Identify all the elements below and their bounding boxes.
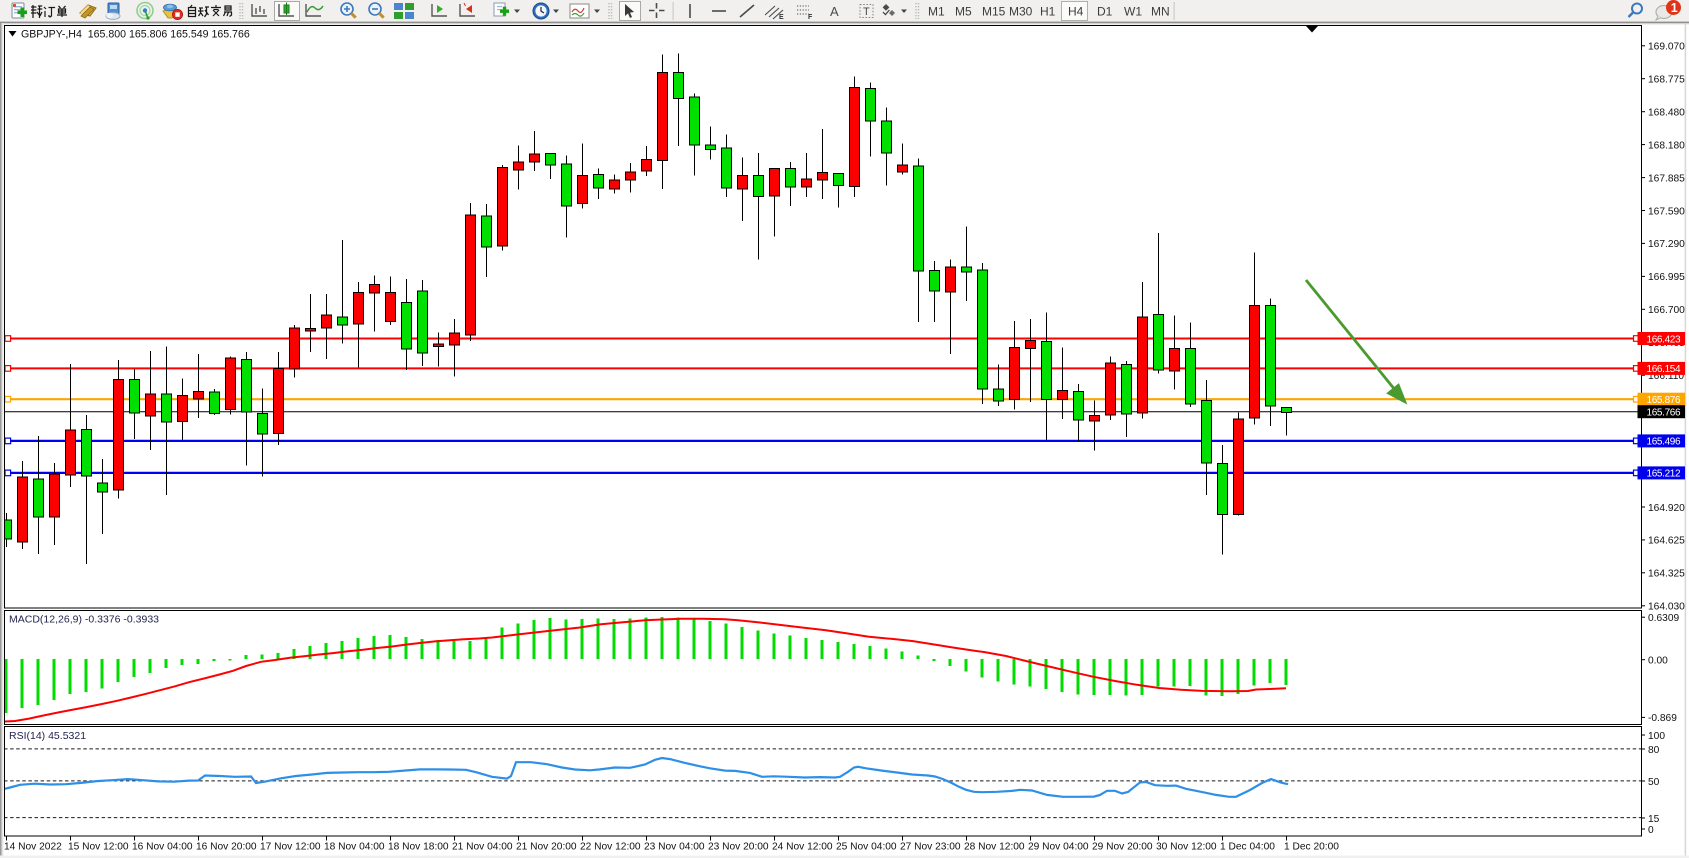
svg-text:H4: H4 bbox=[1068, 5, 1084, 19]
svg-text:168.180: 168.180 bbox=[1648, 140, 1685, 151]
svg-text:164.325: 164.325 bbox=[1648, 569, 1685, 580]
svg-text:165.876: 165.876 bbox=[1647, 395, 1681, 406]
svg-text:W1: W1 bbox=[1124, 5, 1142, 19]
svg-text:18 Nov 04:00: 18 Nov 04:00 bbox=[324, 842, 385, 853]
svg-text:M1: M1 bbox=[928, 5, 945, 19]
svg-text:15 Nov 12:00: 15 Nov 12:00 bbox=[68, 842, 129, 853]
svg-text:164.625: 164.625 bbox=[1648, 536, 1685, 547]
svg-text:1 Dec 20:00: 1 Dec 20:00 bbox=[1284, 842, 1339, 853]
svg-text:E: E bbox=[779, 14, 784, 21]
svg-text:0.6309: 0.6309 bbox=[1648, 613, 1679, 624]
svg-text:29 Nov 04:00: 29 Nov 04:00 bbox=[1028, 842, 1089, 853]
svg-text:1: 1 bbox=[1671, 1, 1678, 15]
svg-text:165.212: 165.212 bbox=[1647, 469, 1681, 480]
svg-text:T: T bbox=[863, 6, 870, 18]
svg-text:1 Dec 04:00: 1 Dec 04:00 bbox=[1220, 842, 1275, 853]
svg-text:F: F bbox=[808, 14, 813, 21]
svg-text:28 Nov 12:00: 28 Nov 12:00 bbox=[964, 842, 1025, 853]
svg-text:21 Nov 20:00: 21 Nov 20:00 bbox=[516, 842, 577, 853]
svg-text:27 Nov 23:00: 27 Nov 23:00 bbox=[900, 842, 961, 853]
svg-text:24 Nov 12:00: 24 Nov 12:00 bbox=[772, 842, 833, 853]
svg-text:168.775: 168.775 bbox=[1648, 75, 1685, 86]
svg-text:164.030: 164.030 bbox=[1648, 602, 1685, 613]
svg-text:D1: D1 bbox=[1097, 5, 1113, 19]
svg-text:166.110: 166.110 bbox=[1648, 371, 1684, 382]
svg-text:15: 15 bbox=[1648, 814, 1660, 825]
svg-text:M30: M30 bbox=[1009, 5, 1033, 19]
svg-text:16 Nov 20:00: 16 Nov 20:00 bbox=[196, 842, 257, 853]
svg-text:18 Nov 18:00: 18 Nov 18:00 bbox=[388, 842, 449, 853]
svg-text:14 Nov 2022: 14 Nov 2022 bbox=[4, 842, 62, 853]
svg-text:GBPJPY-,H4 165.800 165.806 16: GBPJPY-,H4 165.800 165.806 165.549 165.7… bbox=[21, 28, 250, 40]
svg-text:30 Nov 12:00: 30 Nov 12:00 bbox=[1156, 842, 1217, 853]
svg-text:22 Nov 12:00: 22 Nov 12:00 bbox=[580, 842, 641, 853]
svg-text:50: 50 bbox=[1648, 777, 1660, 788]
svg-text:25 Nov 04:00: 25 Nov 04:00 bbox=[836, 842, 897, 853]
svg-text:MACD(12,26,9) -0.3376 -0.3933: MACD(12,26,9) -0.3376 -0.3933 bbox=[9, 614, 159, 626]
svg-text:165.766: 165.766 bbox=[1647, 408, 1681, 419]
svg-text:169.070: 169.070 bbox=[1648, 42, 1685, 53]
svg-text:M15: M15 bbox=[982, 5, 1006, 19]
svg-text:167.885: 167.885 bbox=[1648, 173, 1685, 184]
svg-text:166.995: 166.995 bbox=[1648, 272, 1685, 283]
svg-text:166.423: 166.423 bbox=[1647, 334, 1681, 345]
svg-text:166.700: 166.700 bbox=[1648, 305, 1685, 316]
svg-text:MN: MN bbox=[1151, 5, 1170, 19]
svg-text:RSI(14) 45.5321: RSI(14) 45.5321 bbox=[9, 730, 86, 742]
svg-text:21 Nov 04:00: 21 Nov 04:00 bbox=[452, 842, 513, 853]
svg-text:165.496: 165.496 bbox=[1647, 437, 1681, 448]
svg-text:0: 0 bbox=[1648, 825, 1654, 836]
svg-text:100: 100 bbox=[1648, 731, 1665, 742]
svg-text:168.480: 168.480 bbox=[1648, 108, 1685, 119]
svg-text:29 Nov 20:00: 29 Nov 20:00 bbox=[1092, 842, 1153, 853]
svg-text:M5: M5 bbox=[955, 5, 972, 19]
svg-text:167.590: 167.590 bbox=[1648, 206, 1685, 217]
svg-text:167.290: 167.290 bbox=[1648, 239, 1685, 250]
svg-text:17 Nov 12:00: 17 Nov 12:00 bbox=[260, 842, 321, 853]
svg-text:23 Nov 04:00: 23 Nov 04:00 bbox=[644, 842, 705, 853]
svg-text:23 Nov 20:00: 23 Nov 20:00 bbox=[708, 842, 769, 853]
svg-text:H1: H1 bbox=[1040, 5, 1056, 19]
svg-text:A: A bbox=[830, 4, 839, 19]
svg-text:164.920: 164.920 bbox=[1648, 503, 1685, 514]
svg-text:-0.869: -0.869 bbox=[1648, 713, 1677, 724]
svg-text:0.00: 0.00 bbox=[1648, 656, 1668, 667]
svg-text:16 Nov 04:00: 16 Nov 04:00 bbox=[132, 842, 193, 853]
svg-text:166.154: 166.154 bbox=[1647, 364, 1681, 375]
svg-text:80: 80 bbox=[1648, 745, 1660, 756]
